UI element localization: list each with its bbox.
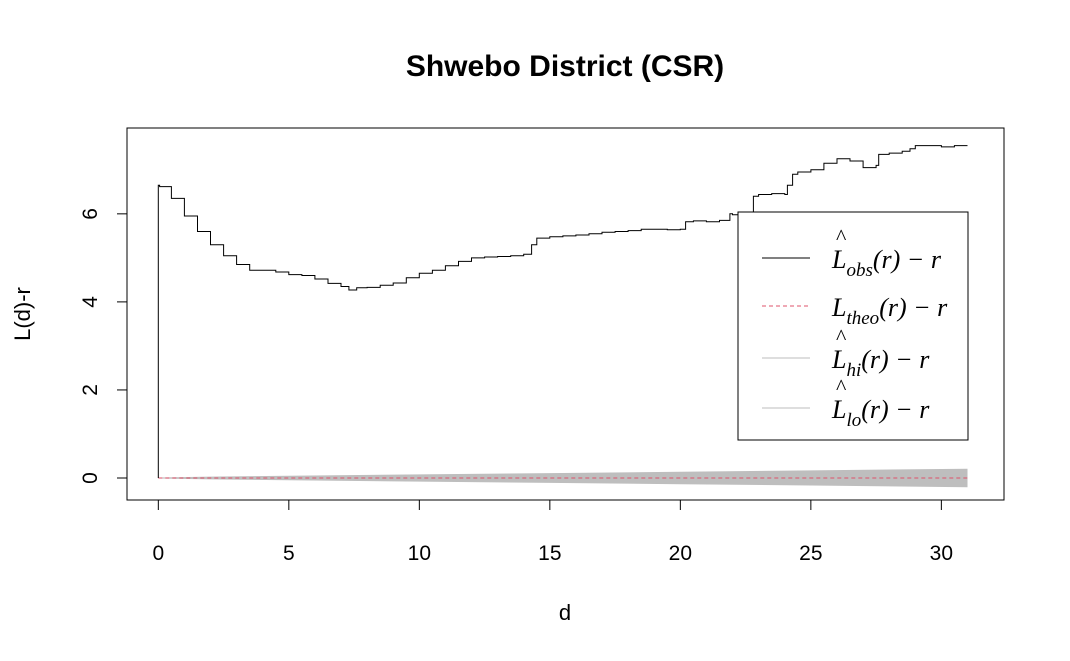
legend-hat: ^ (836, 324, 847, 349)
envelope-band (158, 469, 968, 487)
legend-label-main: L (831, 245, 846, 274)
x-axis: 0 5 10 15 20 25 30 (152, 499, 953, 565)
legend-box (737, 211, 969, 441)
series-obs-line (157, 145, 968, 478)
series-lo-line (158, 477, 968, 488)
x-axis-label: d (559, 600, 571, 625)
legend-label-main: L (831, 345, 846, 374)
x-tick-label: 20 (669, 542, 692, 565)
y-axis: 0 2 4 6 (79, 208, 128, 484)
legend-entry: ^Lobs(r) − r (831, 224, 942, 281)
legend-label: Lhi(r) − r (831, 345, 930, 381)
legend-label-sub: theo (846, 308, 879, 329)
legend-hat: ^ (836, 374, 847, 399)
legend-label-sub: obs (846, 260, 872, 281)
legend-label: Lobs(r) − r (831, 245, 942, 281)
chart-title: Shwebo District (CSR) (406, 50, 724, 83)
y-tick-label: 6 (79, 208, 102, 220)
legend-entry: Ltheo(r) − r (831, 293, 948, 329)
x-tick-label: 10 (408, 542, 431, 565)
legend-label-rest: (r) − r (861, 395, 930, 424)
legend-label-sub: lo (846, 410, 861, 431)
y-axis-label: L(d)-r (10, 287, 35, 341)
legend-label-main: L (831, 293, 846, 322)
legend-label-sub: hi (846, 360, 861, 381)
legend-label: Ltheo(r) − r (831, 293, 948, 329)
legend-entry: ^Lhi(r) − r (831, 324, 930, 381)
legend-entry: ^Llo(r) − r (831, 374, 930, 431)
legend-label-rest: (r) − r (873, 245, 942, 274)
x-tick-label: 15 (538, 542, 561, 565)
legend-label-rest: (r) − r (861, 345, 930, 374)
y-tick-label: 0 (79, 472, 102, 484)
y-tick-label: 2 (79, 384, 102, 396)
legend-hat: ^ (836, 224, 847, 249)
x-tick-label: 25 (799, 542, 822, 565)
legend-label-main: L (831, 395, 846, 424)
legend-label-rest: (r) − r (879, 293, 948, 322)
envelope-area (158, 469, 968, 487)
x-tick-label: 5 (283, 542, 295, 565)
series-hi-line (158, 468, 968, 479)
series-layer (157, 145, 968, 488)
legend-label: Llo(r) − r (831, 395, 930, 431)
y-tick-label: 4 (79, 296, 102, 308)
x-tick-label: 0 (152, 542, 164, 565)
x-tick-label: 30 (930, 542, 953, 565)
